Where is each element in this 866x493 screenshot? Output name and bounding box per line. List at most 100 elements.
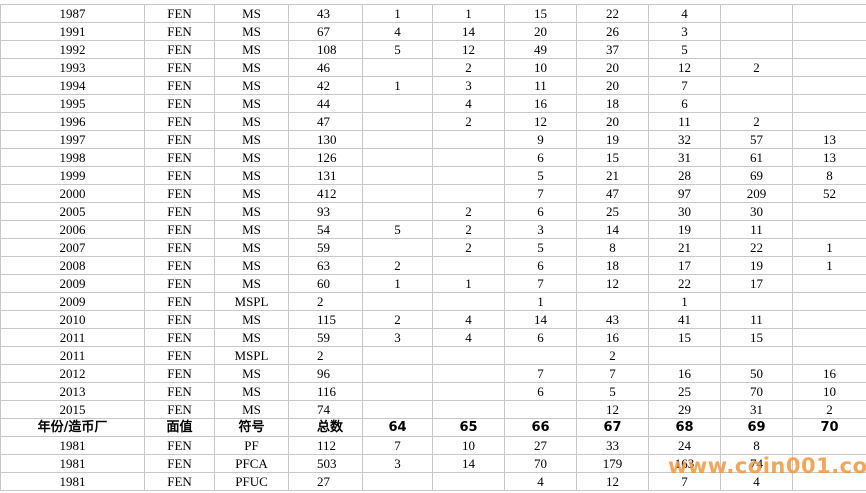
cell: 5 [576, 382, 649, 401]
cell: 93 [288, 202, 363, 221]
cell: PF [214, 436, 289, 455]
cell: 4 [432, 94, 505, 113]
cell: 15 [504, 4, 577, 23]
cell: 30 [720, 202, 793, 221]
cell: FEN [144, 166, 215, 185]
cell [792, 346, 866, 365]
cell [792, 94, 866, 113]
cell: 47 [288, 112, 363, 131]
cell: 97 [648, 184, 721, 203]
cell: MS [214, 94, 289, 113]
cell: MS [214, 238, 289, 257]
table-row: 2015 FEN MS 74 12 29 31 2 [0, 400, 866, 419]
cell: FEN [144, 328, 215, 347]
table-row: 2012 FEN MS 96 7 7 16 50 16 [0, 364, 866, 383]
cell: FEN [144, 472, 215, 491]
cell: 7 [576, 364, 649, 383]
cell: 5 [648, 40, 721, 59]
cell [362, 130, 433, 149]
table-row: 1998 FEN MS 126 6 15 31 61 13 [0, 148, 866, 167]
cell: 7 [504, 274, 577, 293]
cell [362, 382, 433, 401]
cell: 12 [576, 472, 649, 491]
cell: 22 [576, 4, 649, 23]
table-row: 1996 FEN MS 47 2 12 20 11 2 [0, 112, 866, 131]
cell: 2 [288, 292, 363, 311]
table-row: 2009 FEN MS 60 1 1 7 12 22 17 [0, 274, 866, 293]
cell: 3 [432, 76, 505, 95]
cell: 1994 [0, 76, 145, 95]
cell: 1981 [0, 436, 145, 455]
cell: FEN [144, 148, 215, 167]
cell: FEN [144, 238, 215, 257]
cell: 2 [720, 112, 793, 131]
cell: 43 [288, 4, 363, 23]
cell: 68 [648, 418, 721, 437]
cell: MS [214, 166, 289, 185]
cell [720, 40, 793, 59]
cell: MS [214, 130, 289, 149]
cell [792, 40, 866, 59]
cell: 24 [648, 436, 721, 455]
cell: 116 [288, 382, 363, 401]
cell: 29 [648, 400, 721, 419]
cell: 209 [720, 184, 793, 203]
cell: 6 [504, 202, 577, 221]
cell: 74 [288, 400, 363, 419]
cell: 22 [648, 274, 721, 293]
cell: MS [214, 220, 289, 239]
cell: 2 [432, 220, 505, 239]
cell: 1993 [0, 58, 145, 77]
cell: FEN [144, 436, 215, 455]
cell: 年份/造币厂 [0, 418, 145, 437]
cell [362, 94, 433, 113]
cell: 42 [288, 76, 363, 95]
cell [720, 94, 793, 113]
cell [504, 346, 577, 365]
cell: 2005 [0, 202, 145, 221]
cell: 5 [504, 166, 577, 185]
cell: 4 [432, 310, 505, 329]
cell: FEN [144, 184, 215, 203]
cell: 3 [362, 454, 433, 473]
cell: 13 [792, 148, 866, 167]
cell [792, 436, 866, 455]
cell: 2011 [0, 346, 145, 365]
cell: 4 [362, 22, 433, 41]
cell: 54 [288, 220, 363, 239]
cell: 20 [576, 112, 649, 131]
cell [792, 4, 866, 23]
cell: 44 [288, 94, 363, 113]
cell: 1 [432, 4, 505, 23]
cell [362, 472, 433, 491]
cell: 43 [576, 310, 649, 329]
table-row: 2006 FEN MS 54 5 2 3 14 19 11 [0, 220, 866, 239]
cell: 14 [576, 220, 649, 239]
cell: 33 [576, 436, 649, 455]
cell: 1 [648, 292, 721, 311]
cell: 2007 [0, 238, 145, 257]
cell [432, 166, 505, 185]
cell: 1981 [0, 472, 145, 491]
cell: 70 [504, 454, 577, 473]
cell: 5 [504, 238, 577, 257]
cell: 41 [648, 310, 721, 329]
cell: 7 [648, 472, 721, 491]
cell: MS [214, 112, 289, 131]
cell [792, 274, 866, 293]
cell: 2009 [0, 292, 145, 311]
cell: 3 [504, 220, 577, 239]
cell: 63 [288, 256, 363, 275]
cell: 70 [720, 382, 793, 401]
cell: MS [214, 328, 289, 347]
cell: 2 [362, 256, 433, 275]
cell [362, 112, 433, 131]
cell: 18 [576, 256, 649, 275]
cell: 27 [288, 472, 363, 491]
cell: 8 [720, 436, 793, 455]
cell: MSPL [214, 292, 289, 311]
cell: 2 [792, 400, 866, 419]
cell: 2008 [0, 256, 145, 275]
cell: 5 [362, 40, 433, 59]
cell: 28 [648, 166, 721, 185]
